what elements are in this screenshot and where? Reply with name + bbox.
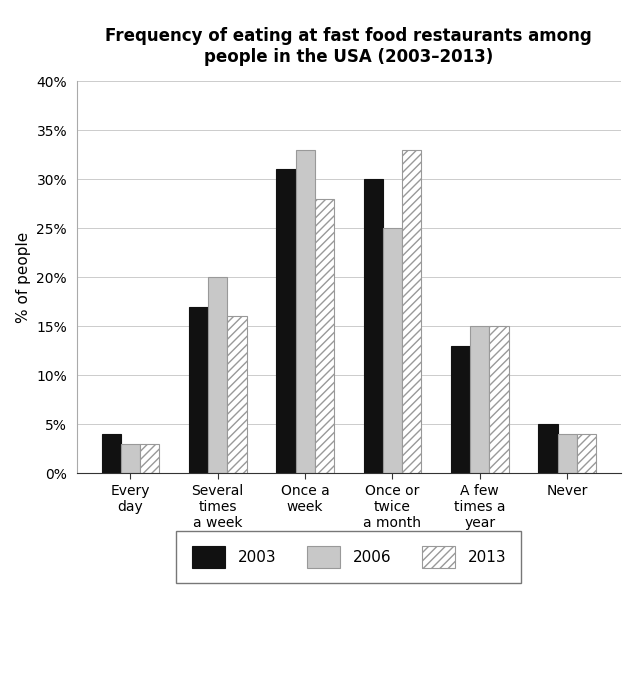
Y-axis label: % of people: % of people — [16, 232, 31, 322]
Bar — [538, 425, 557, 473]
Bar — [121, 444, 140, 473]
Bar — [557, 434, 577, 473]
Bar — [383, 228, 402, 473]
Bar — [227, 316, 246, 473]
Bar — [490, 327, 509, 473]
Bar — [276, 170, 296, 473]
Legend: 2003, 2006, 2013: 2003, 2006, 2013 — [176, 531, 522, 583]
Title: Frequency of eating at fast food restaurants among
people in the USA (2003–2013): Frequency of eating at fast food restaur… — [106, 27, 592, 66]
Bar — [315, 199, 334, 473]
Bar — [470, 327, 490, 473]
Bar — [102, 434, 121, 473]
Bar — [189, 307, 208, 473]
Bar — [364, 179, 383, 473]
Bar — [208, 277, 227, 473]
Bar — [402, 149, 421, 473]
Bar — [296, 149, 315, 473]
Bar — [140, 444, 159, 473]
Bar — [451, 346, 470, 473]
Bar — [577, 434, 596, 473]
